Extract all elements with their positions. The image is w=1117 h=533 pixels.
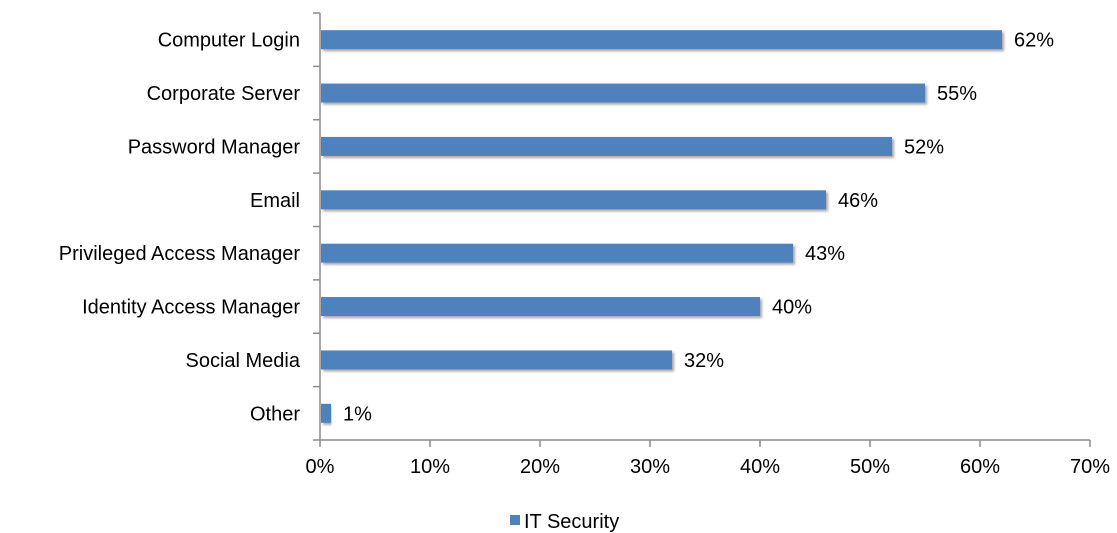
bar-other bbox=[321, 403, 331, 423]
bar-social-media bbox=[321, 350, 672, 370]
category-label: Other bbox=[250, 403, 300, 425]
value-tick-label: 30% bbox=[630, 456, 670, 478]
category-axis: Computer Login Corporate Server Password M… bbox=[59, 12, 321, 441]
bar-identity-access-manager bbox=[321, 297, 760, 317]
category-label: Identity Access Manager bbox=[82, 297, 300, 319]
value-tick-label: 10% bbox=[410, 456, 450, 478]
data-label: 32% bbox=[684, 350, 724, 372]
value-tick-label: 50% bbox=[850, 456, 890, 478]
bar-password-manager bbox=[321, 136, 892, 156]
legend-swatch-it-security bbox=[510, 515, 520, 525]
legend: IT Security bbox=[510, 511, 619, 533]
value-tick-label: 20% bbox=[520, 456, 560, 478]
bar-corporate-server bbox=[321, 83, 925, 103]
data-label: 43% bbox=[805, 243, 845, 265]
category-label: Computer Login bbox=[158, 30, 300, 52]
value-tick-label: 70% bbox=[1070, 456, 1110, 478]
bar-email bbox=[321, 190, 826, 210]
category-label: Email bbox=[250, 190, 300, 212]
data-labels: 62% 55% 52% 46% 43% 40% 32% 1% bbox=[343, 30, 1054, 426]
data-label: 46% bbox=[838, 190, 878, 212]
data-label: 55% bbox=[937, 83, 977, 105]
value-axis: 0% 10% 20% 30% 40% 50% 60% 70% bbox=[306, 439, 1110, 478]
value-tick-label: 40% bbox=[740, 456, 780, 478]
category-label: Password Manager bbox=[128, 136, 301, 158]
value-tick-label: 60% bbox=[960, 456, 1000, 478]
category-label: Social Media bbox=[185, 350, 300, 372]
bar-privileged-access-manager bbox=[321, 243, 793, 263]
category-label: Privileged Access Manager bbox=[59, 243, 301, 265]
bar-computer-login bbox=[321, 30, 1002, 50]
value-tick-label: 0% bbox=[306, 456, 335, 478]
legend-label-it-security: IT Security bbox=[524, 511, 619, 533]
category-label: Corporate Server bbox=[147, 83, 301, 105]
bar-series-it-security bbox=[321, 30, 1002, 423]
data-label: 52% bbox=[904, 136, 944, 158]
data-label: 62% bbox=[1014, 30, 1054, 52]
data-label: 1% bbox=[343, 403, 372, 425]
data-label: 40% bbox=[772, 297, 812, 319]
